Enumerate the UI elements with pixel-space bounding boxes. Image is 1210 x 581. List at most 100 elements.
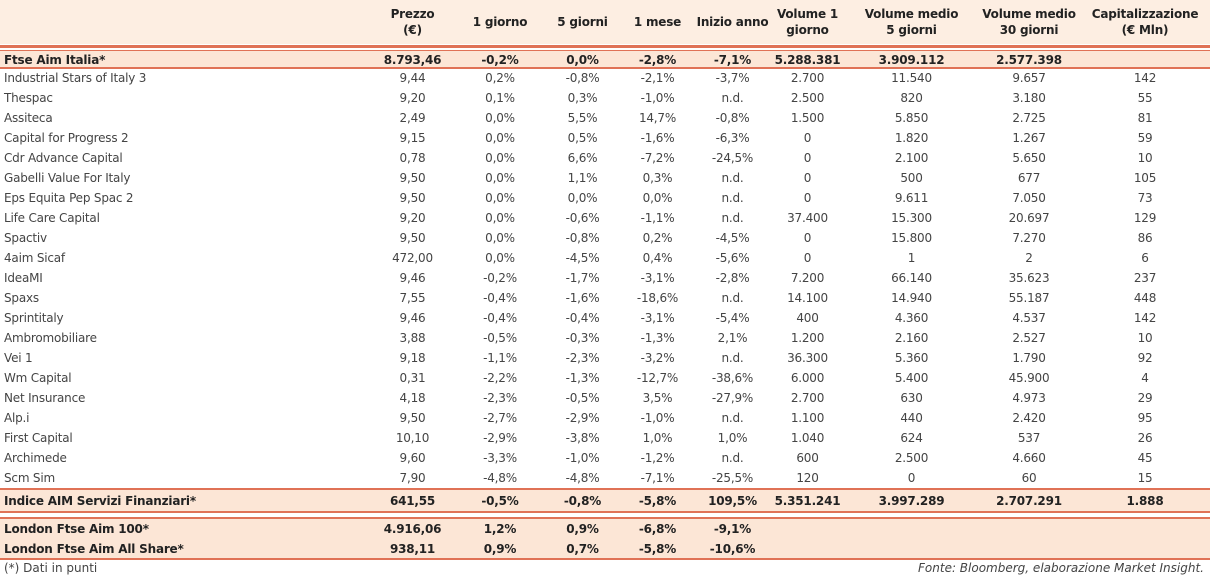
- cell-col-4: -7,1%: [640, 471, 675, 485]
- divider: [0, 517, 1210, 519]
- cell-col-3: 0,7%: [566, 542, 599, 556]
- row-label: Spaxs: [4, 291, 39, 305]
- cell-col-6: 37.400: [787, 211, 828, 225]
- cell-col-9: 105: [1133, 171, 1157, 185]
- cell-col-6: 1.200: [790, 331, 825, 345]
- cell-col-3: 0,9%: [566, 522, 599, 536]
- table-row: Cdr Advance Capital 0,78 0,0% 6,6% -7,2% -24,…: [0, 148, 1210, 168]
- cell-col-4: 0,4%: [642, 251, 673, 265]
- cell-col-5: -25,5%: [711, 471, 754, 485]
- cell-col-7: 500: [900, 171, 923, 185]
- cell-col-6: 2.700: [790, 391, 825, 405]
- cell-col-2: 1 giorno: [472, 15, 528, 29]
- cell-col-4: -1,0%: [640, 411, 675, 425]
- cell-col-9: 6: [1141, 251, 1149, 265]
- row-label: 4aim Sicaf: [4, 251, 65, 265]
- cell-col-3: -1,7%: [565, 271, 600, 285]
- cell-col-1: 9,20: [399, 211, 426, 225]
- cell-col-5: -5,4%: [715, 311, 750, 325]
- cell-col-7: 1: [907, 251, 916, 265]
- table-row: Thespac 9,20 0,1% 0,3% -1,0% n.d. 2.500 820 3.18…: [0, 88, 1210, 108]
- cell-col-9: Capitalizzazione (€ Mln): [1091, 7, 1199, 37]
- cell-col-4: -1,0%: [640, 91, 675, 105]
- cell-col-5: n.d.: [721, 171, 744, 185]
- cell-col-4: -1,2%: [640, 451, 675, 465]
- row-label: Eps Equita Pep Spac 2: [4, 191, 134, 205]
- table-row: Spaxs 7,55 -0,4% -1,6% -18,6% n.d. 14.100 14.94…: [0, 288, 1210, 308]
- cell-col-4: -12,7%: [636, 371, 679, 385]
- table-row: Archimede 9,60 -3,3% -1,0% -1,2% n.d. 600 2.500…: [0, 448, 1210, 468]
- index-row-ftse-aim-italia: Ftse Aim Italia* 8.793,46 -0,2% 0,0% -2,8% -7…: [0, 51, 1210, 68]
- cell-col-3: -1,6%: [565, 291, 600, 305]
- cell-col-2: -1,1%: [483, 351, 517, 365]
- cell-col-7: 3.997.289: [878, 493, 945, 508]
- cell-col-1: 9,50: [399, 171, 426, 185]
- cell-col-3: 0,3%: [567, 91, 598, 105]
- table-row: Assiteca 2,49 0,0% 5,5% 14,7% -0,8% 1.500 5.850…: [0, 108, 1210, 128]
- cell-col-1: 9,18: [399, 351, 426, 365]
- cell-col-4: 0,0%: [642, 191, 673, 205]
- cell-col-8: 9.657: [1012, 71, 1046, 85]
- cell-col-5: n.d.: [721, 351, 744, 365]
- cell-col-5: n.d.: [721, 451, 744, 465]
- cell-col-4: 3,5%: [642, 391, 673, 405]
- row-label: Ambromobiliare: [4, 331, 97, 345]
- cell-col-6: 0: [803, 171, 812, 185]
- cell-col-5: -38,6%: [711, 371, 754, 385]
- cell-col-6: 0: [803, 251, 812, 265]
- cell-col-2: 0,9%: [483, 542, 517, 556]
- cell-col-3: 5,5%: [567, 111, 598, 125]
- cell-col-2: -0,5%: [481, 493, 519, 508]
- cell-col-3: 0,5%: [567, 131, 598, 145]
- cell-col-7: 820: [900, 91, 923, 105]
- cell-col-1: 641,55: [389, 493, 436, 508]
- cell-col-9: 1.888: [1126, 493, 1164, 508]
- cell-col-3: 1,1%: [567, 171, 598, 185]
- cell-col-7: 1.820: [894, 131, 929, 145]
- row-label: Indice AIM Servizi Finanziari*: [4, 493, 196, 508]
- cell-col-9: 92: [1137, 351, 1153, 365]
- cell-col-8: 1.790: [1012, 351, 1046, 365]
- cell-col-9: 15: [1137, 471, 1153, 485]
- cell-col-6: 0: [803, 151, 812, 165]
- cell-col-8: 3.180: [1012, 91, 1046, 105]
- cell-col-9: 26: [1137, 431, 1153, 445]
- cell-col-1: 7,55: [399, 291, 426, 305]
- table-row: Eps Equita Pep Spac 2 9,50 0,0% 0,0% 0,0% n.d…: [0, 188, 1210, 208]
- cell-col-8: 7.270: [1012, 231, 1046, 245]
- cell-col-1: 9,46: [399, 311, 426, 325]
- cell-col-6: 14.100: [787, 291, 828, 305]
- cell-col-6: Volume 1 giorno: [776, 7, 839, 37]
- table-row: Net Insurance 4,18 -2,3% -0,5% 3,5% -27,9% 2.7…: [0, 388, 1210, 408]
- cell-col-8: 1.267: [1012, 131, 1046, 145]
- cell-col-3: -1,3%: [565, 371, 600, 385]
- cell-col-7: 5.400: [894, 371, 929, 385]
- cell-col-8: 4.660: [1012, 451, 1046, 465]
- cell-col-5: -9,1%: [713, 522, 752, 536]
- cell-col-1: 0,78: [399, 151, 426, 165]
- table-row: Scm Sim 7,90 -4,8% -4,8% -7,1% -25,5% 120 0 60 15: [0, 468, 1210, 488]
- cell-col-1: 9,50: [399, 191, 426, 205]
- cell-col-3: -0,5%: [565, 391, 600, 405]
- cell-col-5: 109,5%: [708, 493, 757, 508]
- table-row: Vei 1 9,18 -1,1% -2,3% -3,2% n.d. 36.300 5.360 1…: [0, 348, 1210, 368]
- table-header: Prezzo (€) 1 giorno 5 giorni 1 mese Inizio a…: [0, 0, 1210, 44]
- cell-col-5: 1,0%: [717, 431, 748, 445]
- cell-col-6: 5.351.241: [774, 493, 841, 508]
- cell-col-6: 0: [803, 131, 812, 145]
- cell-col-7: 9.611: [894, 191, 929, 205]
- cell-col-5: n.d.: [721, 211, 744, 225]
- cell-col-9: 55: [1137, 91, 1153, 105]
- table-row: Ambromobiliare 3,88 -0,5% -0,3% -1,3% 2,1% 1.2…: [0, 328, 1210, 348]
- cell-col-1: 0,31: [399, 371, 426, 385]
- cell-col-8: 537: [1017, 431, 1041, 445]
- cell-col-9: 448: [1133, 291, 1157, 305]
- divider: [0, 488, 1210, 490]
- cell-col-7: 2.160: [894, 331, 929, 345]
- london-index-row: London Ftse Aim 100* 4.916,06 1,2% 0,9% -6,8…: [0, 519, 1210, 539]
- cell-col-8: 45.900: [1008, 371, 1050, 385]
- cell-col-2: -4,8%: [483, 471, 517, 485]
- cell-col-6: 36.300: [787, 351, 828, 365]
- source-note: Fonte: Bloomberg, elaborazione Market In…: [918, 561, 1204, 575]
- cell-col-3: -3,8%: [565, 431, 600, 445]
